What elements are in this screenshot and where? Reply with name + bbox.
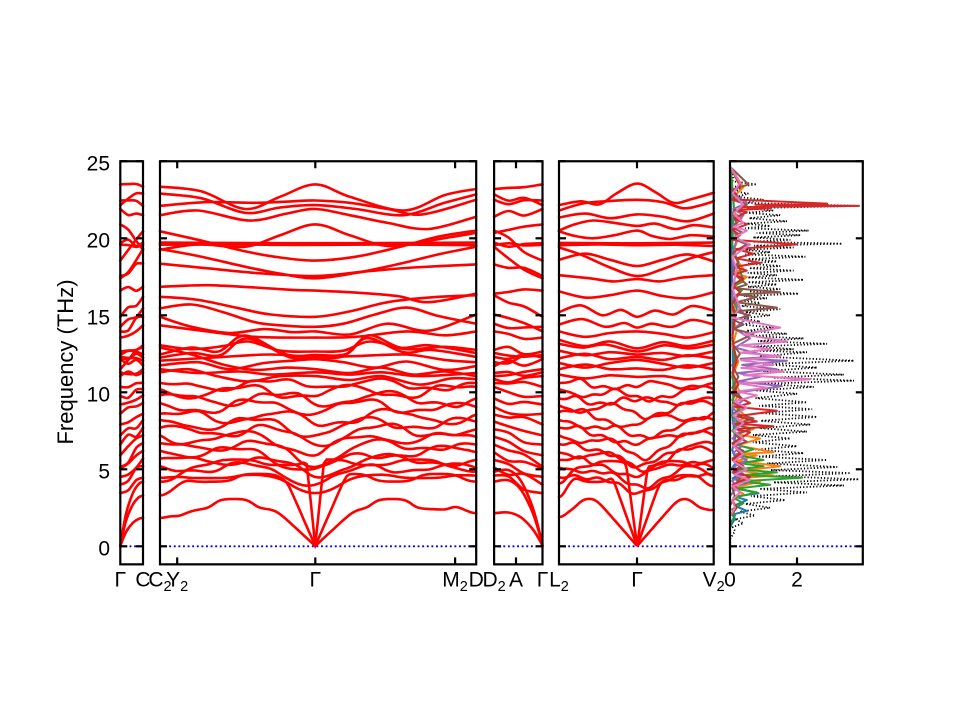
svg-text:A: A — [509, 569, 523, 592]
svg-text:D: D — [469, 569, 484, 592]
svg-text:Γ: Γ — [631, 569, 643, 592]
svg-text:0: 0 — [724, 569, 736, 592]
svg-text:10: 10 — [87, 384, 110, 407]
svg-text:5: 5 — [98, 461, 110, 484]
svg-text:2: 2 — [791, 569, 803, 592]
svg-text:15: 15 — [87, 307, 110, 330]
svg-text:Γ: Γ — [310, 569, 322, 592]
svg-text:Γ: Γ — [537, 569, 549, 592]
svg-text:0: 0 — [98, 538, 110, 561]
svg-text:C: C — [135, 569, 150, 592]
svg-text:20: 20 — [87, 230, 110, 253]
svg-text:25: 25 — [87, 153, 110, 176]
svg-text:Frequency (THz): Frequency (THz) — [53, 279, 78, 444]
svg-text:Γ: Γ — [115, 569, 127, 592]
